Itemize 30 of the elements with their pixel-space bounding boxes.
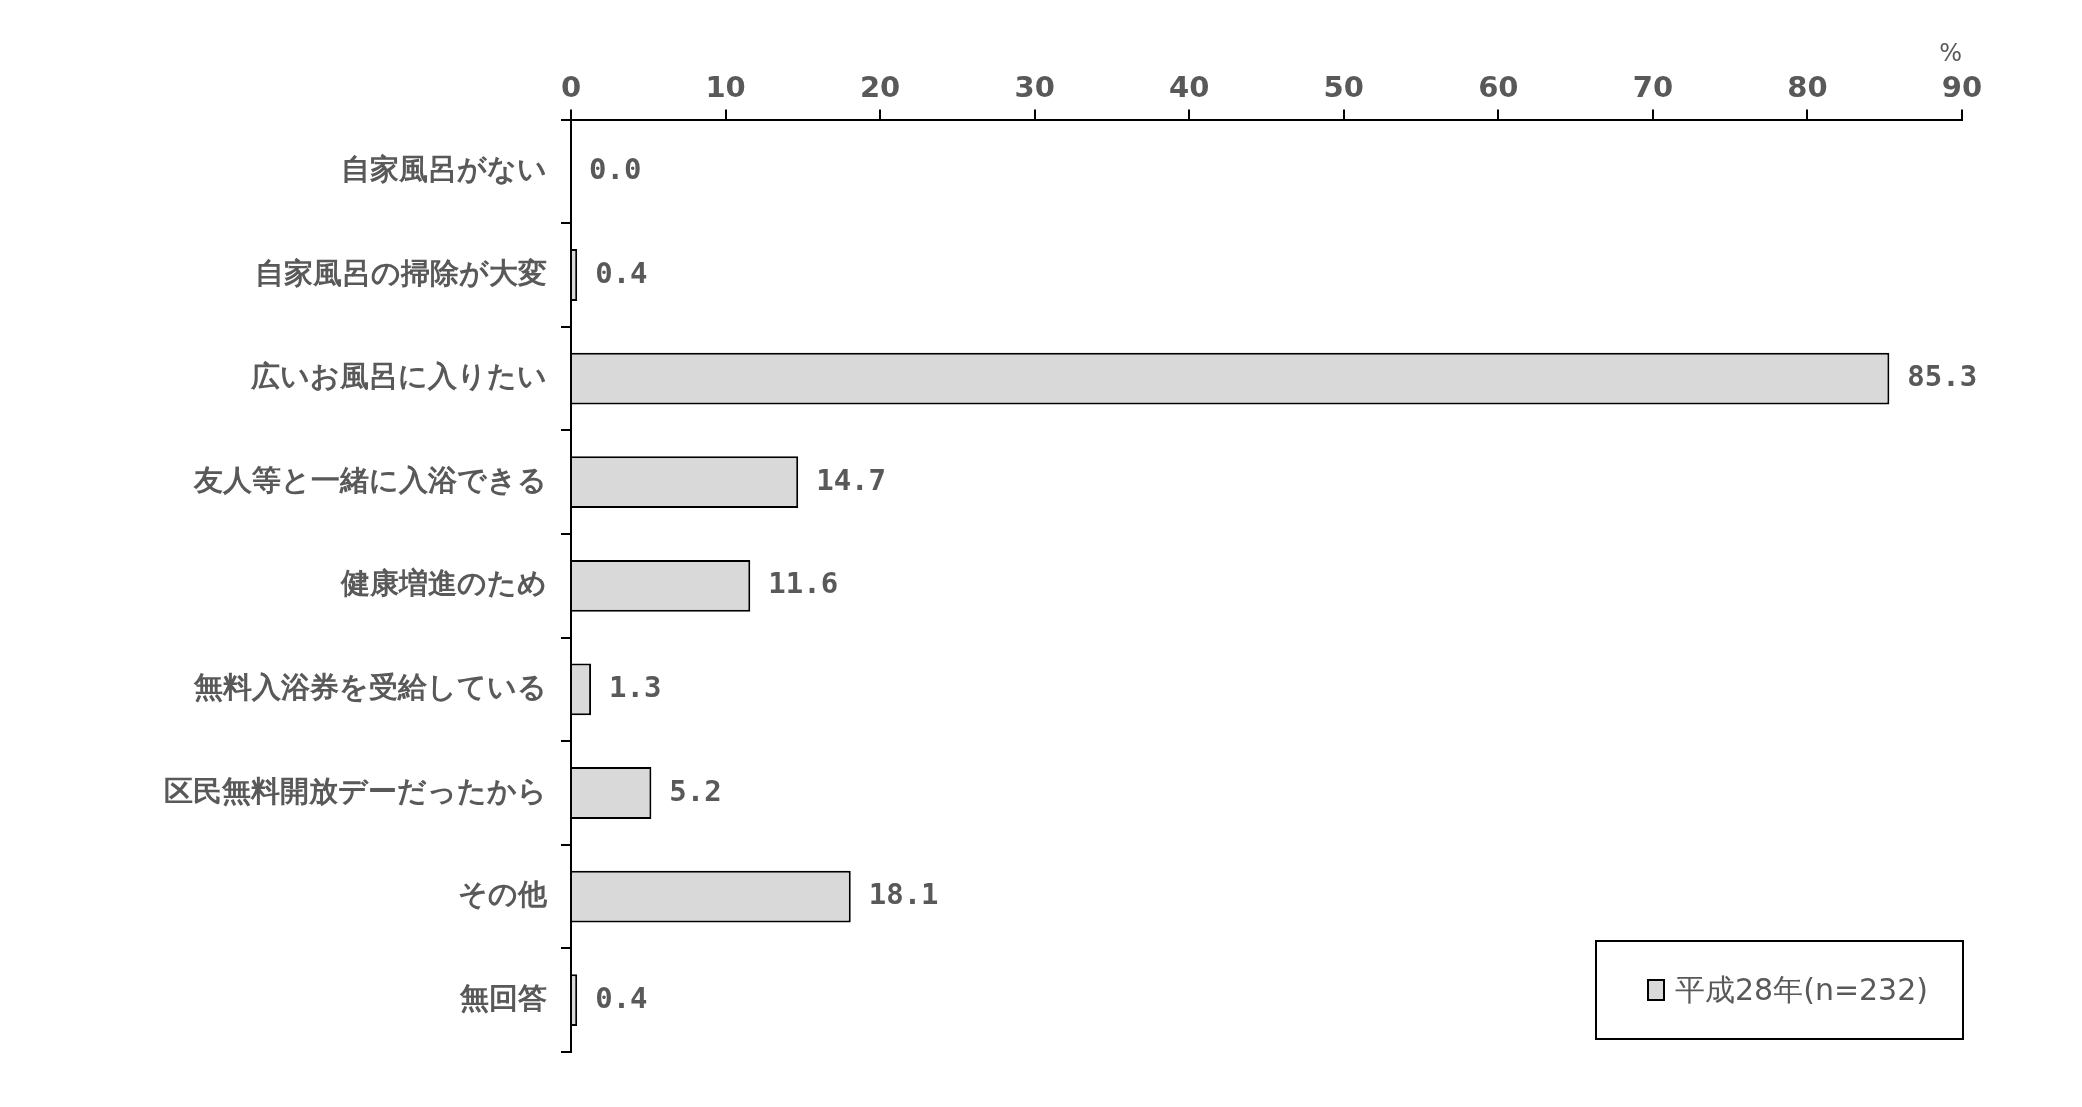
x-tick-label: 40 [1169, 69, 1210, 104]
y-tick-label: 無回答 [459, 980, 547, 1015]
x-tick-label: 80 [1787, 69, 1828, 104]
y-tick-label: 自家風呂の掃除が大変 [255, 255, 547, 290]
data-label: 0.0 [589, 151, 642, 186]
y-tick-label: 区民無料開放デーだったから [164, 773, 547, 808]
x-tick-label: 0 [560, 69, 582, 104]
data-label: 0.4 [595, 255, 648, 290]
x-tick-label: 50 [1323, 69, 1364, 104]
y-tick-label: 広いお風呂に入りたい [250, 359, 547, 394]
x-tick-label: 20 [859, 69, 901, 104]
data-label: 11.6 [768, 566, 839, 601]
data-label: 14.7 [816, 462, 887, 497]
y-tick-label: 無料入浴券を受給している [193, 669, 547, 704]
data-label: 1.3 [609, 669, 662, 704]
y-tick-label: 自家風呂がない [341, 151, 547, 186]
data-label: 0.4 [595, 980, 648, 1015]
x-axis-title: % [1939, 38, 1962, 67]
x-tick-label: 30 [1014, 69, 1055, 104]
data-label: 5.2 [669, 773, 722, 808]
y-tick-label: 健康増進のため [340, 566, 547, 601]
y-tick-label: 友人等と一緒に入浴できる [193, 462, 547, 497]
x-tick-label: 60 [1478, 69, 1519, 104]
data-label: 18.1 [868, 877, 939, 912]
x-tick-label: 70 [1632, 69, 1674, 104]
legend-label: 平成28年(n=232) [1675, 970, 1928, 1009]
data-label: 85.3 [1907, 359, 1978, 394]
y-tick-label: その他 [458, 877, 548, 912]
x-tick-label: 90 [1941, 69, 1983, 104]
x-tick-label: 10 [705, 69, 746, 104]
